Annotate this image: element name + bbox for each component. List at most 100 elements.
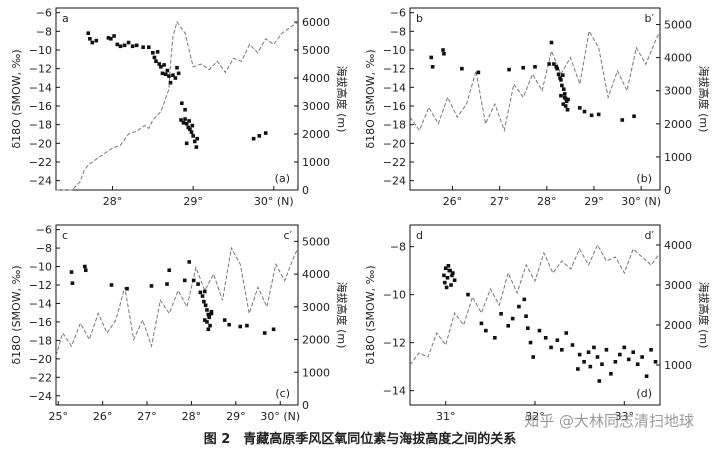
y-tick-label: −12: [29, 279, 52, 292]
data-point: [118, 44, 123, 49]
data-point: [484, 328, 488, 333]
data-point: [595, 355, 600, 359]
data-point: [493, 336, 497, 340]
y-tick-label: −12: [383, 337, 406, 350]
data-point: [151, 51, 155, 55]
y2-tick-label: 5000: [664, 19, 692, 32]
y2-tick-label: 1000: [664, 151, 692, 164]
plot-frame: [55, 224, 299, 406]
y2-tick-label: 4000: [664, 52, 692, 65]
data-point: [597, 379, 602, 383]
x-tick-label: 29°: [584, 195, 604, 208]
data-point: [181, 121, 186, 125]
elevation-series-line: [56, 20, 299, 191]
y2-tick-label: 6000: [302, 16, 330, 29]
x-tick-label: 30° (N): [254, 195, 294, 208]
data-point: [586, 350, 591, 354]
data-point: [222, 318, 227, 322]
data-point: [510, 316, 515, 321]
data-point: [167, 74, 171, 78]
y-tick-label: −20: [383, 137, 406, 150]
plot-frame: [409, 224, 661, 406]
y-tick-label: −6: [36, 7, 52, 20]
y-tick-label: −22: [29, 371, 52, 384]
data-point: [589, 113, 594, 118]
data-point: [558, 76, 562, 80]
data-point: [522, 297, 527, 302]
data-point: [227, 322, 231, 327]
data-point: [531, 355, 536, 359]
data-point: [208, 323, 212, 328]
data-point: [554, 65, 559, 69]
panel-d: −14 −12 −10 −8 1000 2000 3000 4000 31° 32° 33° δ18O…: [364, 224, 711, 423]
data-point: [69, 270, 74, 274]
panel-label: d: [416, 229, 423, 242]
data-point: [154, 59, 158, 63]
y2-tick-label: 2000: [302, 128, 330, 141]
data-point: [618, 352, 622, 357]
plot-frame: [55, 7, 299, 191]
y-tick-label: −12: [29, 63, 52, 76]
data-point: [146, 45, 151, 49]
y2-axis-label: 海拔高度 (m): [335, 282, 349, 349]
data-point: [194, 145, 199, 149]
data-point: [565, 107, 570, 112]
data-point: [271, 327, 276, 332]
data-point: [160, 71, 165, 76]
data-point: [125, 286, 129, 291]
data-point: [592, 345, 596, 350]
data-point: [88, 37, 92, 41]
data-point: [245, 323, 249, 328]
y-axis-label: δ18O (SMOW, ‰): [364, 49, 377, 148]
data-point: [441, 48, 445, 52]
y2-axis-label: 海拔高度 (m): [697, 66, 711, 133]
y-tick-label: −20: [29, 353, 52, 366]
data-point: [112, 34, 116, 38]
panel-label-right: b′: [645, 12, 655, 25]
data-point: [263, 131, 268, 135]
y-tick-label: −10: [29, 44, 52, 57]
x-tick-label: 26°: [443, 195, 463, 208]
data-point: [620, 118, 625, 122]
data-point: [188, 127, 192, 132]
data-point: [560, 83, 564, 88]
data-point: [83, 268, 88, 273]
panel-label-right: c′: [283, 229, 292, 242]
data-point: [195, 136, 199, 141]
data-point: [555, 338, 560, 342]
y-tick-label: −6: [36, 224, 52, 237]
data-point: [521, 65, 526, 70]
y-tick-label: −14: [383, 81, 406, 94]
y-tick-label: −18: [383, 119, 406, 132]
y2-tick-label: 5000: [302, 44, 330, 57]
data-point: [632, 114, 636, 119]
elevation-series-line: [55, 246, 299, 357]
y-tick-label: −8: [390, 25, 406, 38]
data-point: [555, 66, 559, 71]
data-point: [576, 367, 580, 371]
data-point: [165, 68, 170, 73]
y2-tick-label: 4000: [664, 239, 692, 252]
y2-axis-label: 海拔高度 (m): [335, 66, 349, 133]
data-point: [653, 360, 658, 364]
y2-tick-label: 3000: [664, 85, 692, 98]
y-tick-label: −16: [383, 100, 406, 113]
data-point: [564, 331, 569, 335]
data-point: [561, 102, 566, 106]
data-point: [649, 348, 653, 352]
data-point: [83, 264, 87, 269]
data-point: [559, 348, 564, 352]
data-point: [176, 71, 181, 76]
data-point: [149, 284, 154, 288]
data-point: [207, 315, 211, 320]
data-point: [182, 278, 187, 283]
y2-tick-label: 1000: [664, 359, 692, 372]
data-point: [251, 136, 256, 141]
data-point: [257, 134, 262, 138]
data-point: [209, 309, 214, 314]
data-point: [183, 117, 187, 121]
data-point: [635, 362, 640, 366]
data-point: [191, 134, 195, 138]
data-point: [507, 67, 511, 72]
